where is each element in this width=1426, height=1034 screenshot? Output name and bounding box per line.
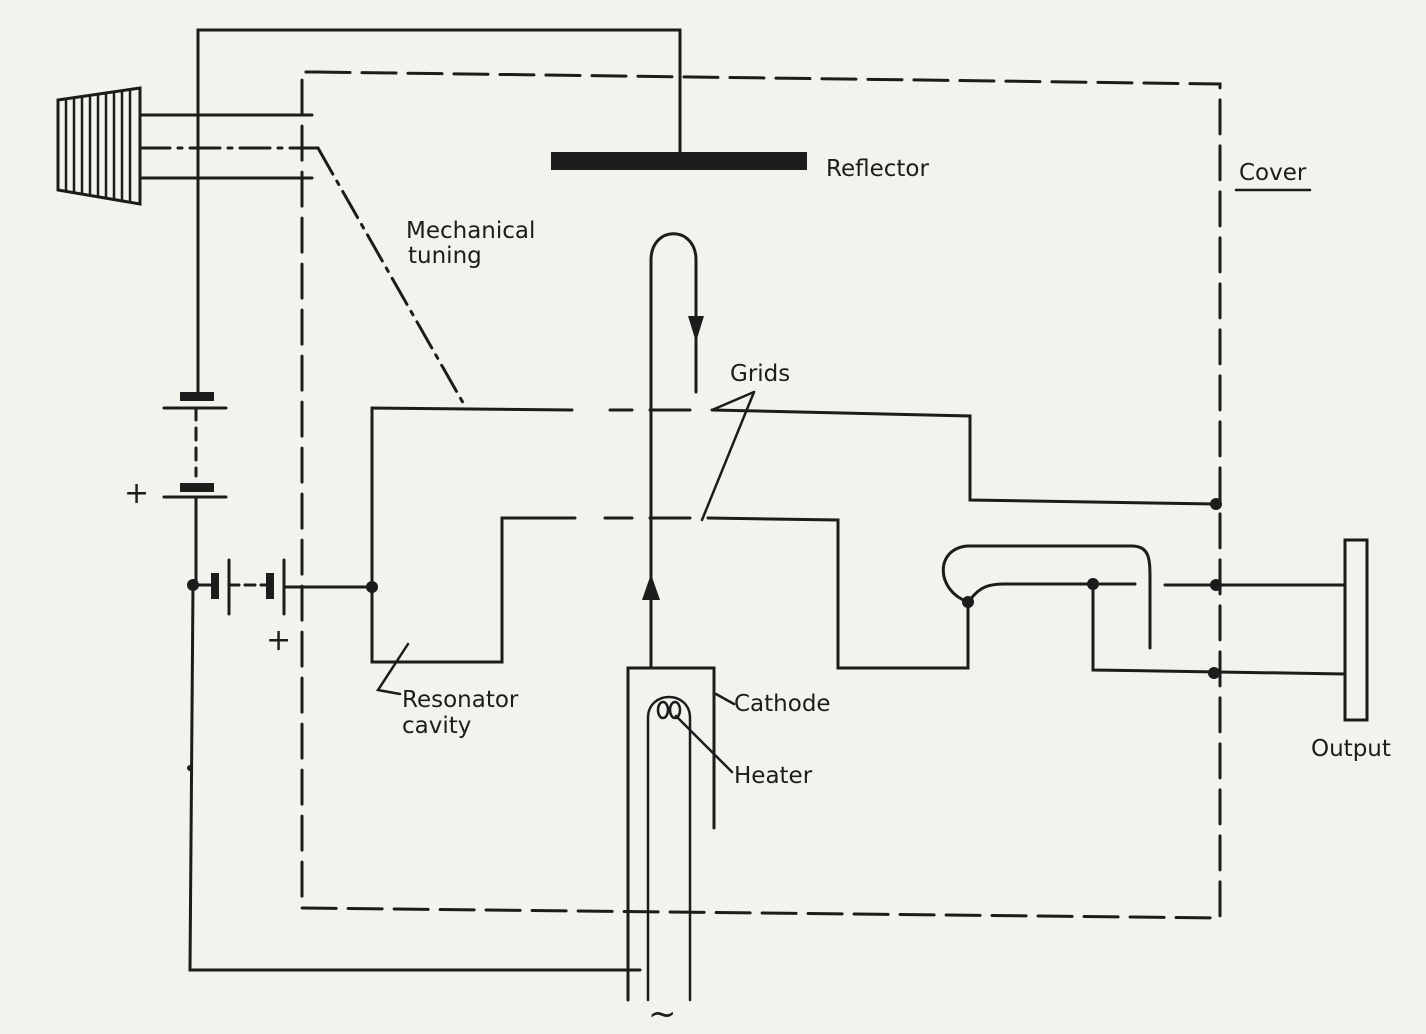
- output-line: [1087, 498, 1347, 679]
- resonator-cavity-body: [370, 406, 577, 664]
- reflector-wire: [196, 28, 682, 397]
- label-output: Output: [1311, 736, 1391, 762]
- ac-supply-symbol: ~: [648, 994, 677, 1034]
- label-reflector: Reflector: [826, 156, 929, 182]
- label-grids: Grids: [730, 361, 790, 387]
- label-cavity: cavity: [402, 713, 471, 739]
- cathode-body: [626, 666, 716, 1002]
- return-wire: [188, 495, 642, 972]
- mechanical-tuning-link: [316, 146, 468, 410]
- battery-plus-lower: +: [266, 623, 291, 658]
- reflector-battery: [162, 392, 228, 499]
- tuning-shaft: [138, 113, 320, 180]
- tuning-knob[interactable]: [56, 86, 142, 206]
- heater-coil: [656, 700, 682, 720]
- cover-outline: [300, 70, 1222, 920]
- cavity-battery: [191, 558, 374, 616]
- battery-plus-upper: +: [124, 476, 149, 511]
- label-cathode: Cathode: [734, 691, 831, 717]
- reflector-plate: [551, 152, 807, 170]
- label-tuning: tuning: [408, 243, 482, 269]
- label-cover: Cover: [1239, 160, 1307, 186]
- label-heater: Heater: [734, 763, 813, 789]
- coupling-loop: [941, 544, 1152, 650]
- leader-lines: [375, 390, 756, 774]
- heater-element: [646, 695, 692, 1002]
- label-resonator: Resonator: [402, 687, 519, 713]
- electron-beam: [642, 232, 704, 670]
- label-mechanical: Mechanical: [406, 218, 535, 244]
- output-connector[interactable]: [1343, 538, 1369, 722]
